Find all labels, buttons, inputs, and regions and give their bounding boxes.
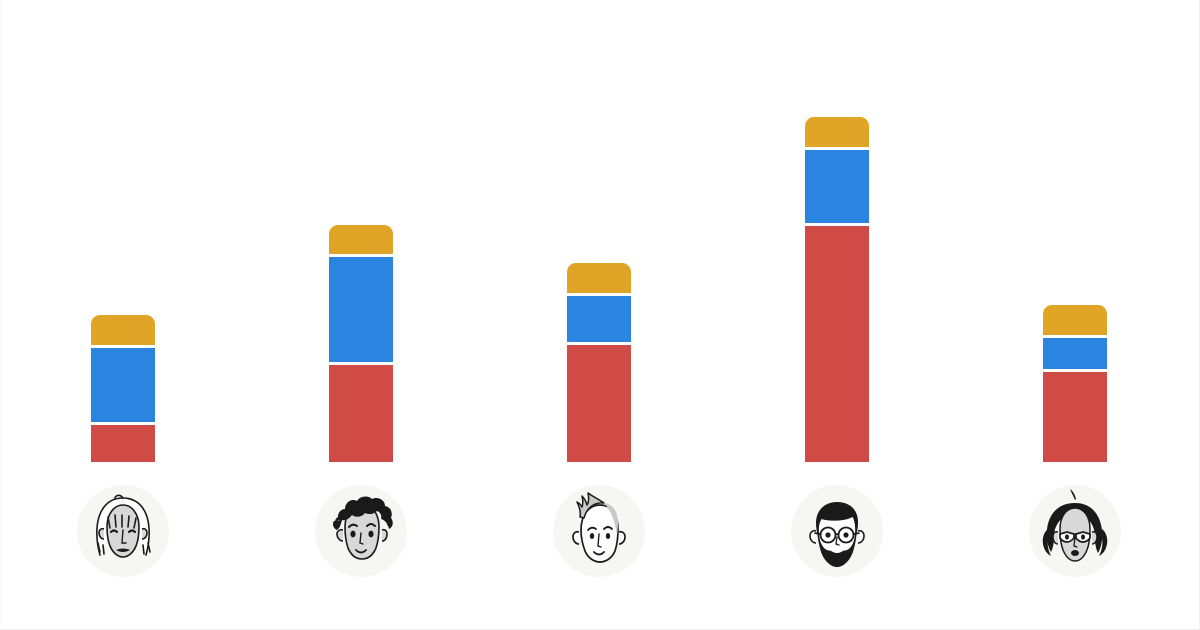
- bar-segment-blue-4[interactable]: [805, 150, 869, 223]
- avatar-long-hair-woman[interactable]: [77, 485, 169, 577]
- face-quiff-icon: [554, 486, 644, 576]
- bar-group-5[interactable]: [1043, 0, 1107, 462]
- bar-segment-blue-1[interactable]: [91, 348, 155, 422]
- bar-group-3[interactable]: [567, 0, 631, 462]
- avatar-bearded-man-glasses[interactable]: [791, 485, 883, 577]
- bar-group-2[interactable]: [329, 0, 393, 462]
- bar-stack-5: [1043, 0, 1107, 462]
- bar-segment-orange-3[interactable]: [567, 263, 631, 293]
- bar-segment-orange-4[interactable]: [805, 117, 869, 147]
- bar-segment-orange-5[interactable]: [1043, 305, 1107, 335]
- bar-segment-blue-3[interactable]: [567, 296, 631, 342]
- avatar-bob-hair-woman-glasses[interactable]: [1029, 485, 1121, 577]
- bar-stack-3: [567, 0, 631, 462]
- avatar-short-quiff-person[interactable]: [553, 485, 645, 577]
- face-bob-glasses-icon: [1030, 486, 1120, 576]
- bar-segment-orange-2[interactable]: [329, 225, 393, 254]
- bar-group-1[interactable]: [91, 0, 155, 462]
- bar-segment-blue-2[interactable]: [329, 257, 393, 362]
- avatar-curly-hair-person[interactable]: [315, 485, 407, 577]
- bar-segment-red-4[interactable]: [805, 226, 869, 462]
- bar-segment-blue-5[interactable]: [1043, 338, 1107, 369]
- bar-stack-4: [805, 0, 869, 462]
- face-long-hair-icon: [78, 486, 168, 576]
- bar-segment-red-5[interactable]: [1043, 372, 1107, 462]
- bar-segment-orange-1[interactable]: [91, 315, 155, 345]
- bar-group-4[interactable]: [805, 0, 869, 462]
- bar-stack-1: [91, 0, 155, 462]
- face-curly-hair-icon: [316, 486, 406, 576]
- face-beard-glasses-icon: [792, 486, 882, 576]
- bar-segment-red-3[interactable]: [567, 345, 631, 462]
- bar-segment-red-1[interactable]: [91, 425, 155, 462]
- bar-stack-2: [329, 0, 393, 462]
- bar-segment-red-2[interactable]: [329, 365, 393, 462]
